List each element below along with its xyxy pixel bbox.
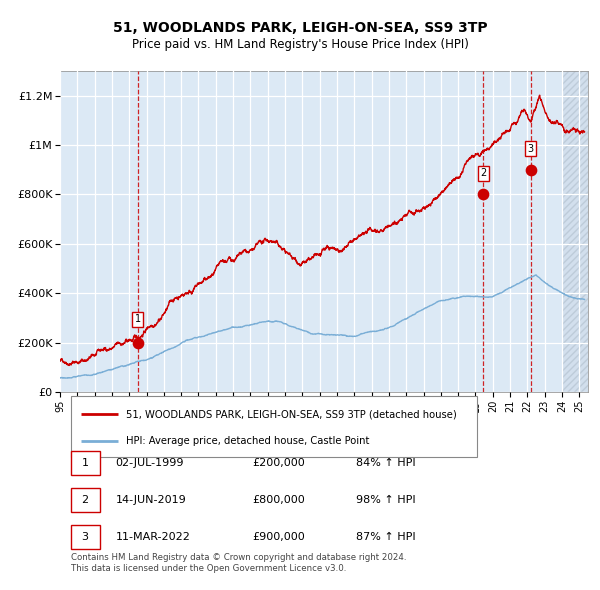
- Point: [526, 165, 535, 175]
- Text: Contains HM Land Registry data © Crown copyright and database right 2024.
This d: Contains HM Land Registry data © Crown c…: [71, 553, 406, 573]
- Point: [133, 338, 143, 348]
- Text: 51, WOODLANDS PARK, LEIGH-ON-SEA, SS9 3TP: 51, WOODLANDS PARK, LEIGH-ON-SEA, SS9 3T…: [113, 21, 487, 35]
- Text: 51, WOODLANDS PARK, LEIGH-ON-SEA, SS9 3TP (detached house): 51, WOODLANDS PARK, LEIGH-ON-SEA, SS9 3T…: [126, 409, 457, 419]
- Text: 1: 1: [135, 314, 141, 325]
- Text: 84% ↑ HPI: 84% ↑ HPI: [356, 458, 415, 468]
- Text: 2: 2: [82, 495, 89, 505]
- FancyBboxPatch shape: [71, 396, 477, 457]
- Text: 11-MAR-2022: 11-MAR-2022: [115, 532, 190, 542]
- Bar: [562, 71, 588, 392]
- Text: 1: 1: [82, 458, 89, 468]
- Text: £200,000: £200,000: [253, 458, 305, 468]
- Text: 14-JUN-2019: 14-JUN-2019: [115, 495, 186, 505]
- Text: 3: 3: [527, 144, 534, 153]
- Text: £900,000: £900,000: [253, 532, 305, 542]
- Text: 98% ↑ HPI: 98% ↑ HPI: [356, 495, 415, 505]
- Point: [478, 189, 488, 199]
- FancyBboxPatch shape: [71, 525, 100, 549]
- Text: HPI: Average price, detached house, Castle Point: HPI: Average price, detached house, Cast…: [126, 435, 370, 445]
- Text: 2: 2: [480, 168, 487, 178]
- FancyBboxPatch shape: [71, 451, 100, 475]
- Text: 02-JUL-1999: 02-JUL-1999: [115, 458, 184, 468]
- Text: £800,000: £800,000: [253, 495, 305, 505]
- Text: 87% ↑ HPI: 87% ↑ HPI: [356, 532, 415, 542]
- FancyBboxPatch shape: [71, 488, 100, 512]
- Text: Price paid vs. HM Land Registry's House Price Index (HPI): Price paid vs. HM Land Registry's House …: [131, 38, 469, 51]
- Text: 3: 3: [82, 532, 89, 542]
